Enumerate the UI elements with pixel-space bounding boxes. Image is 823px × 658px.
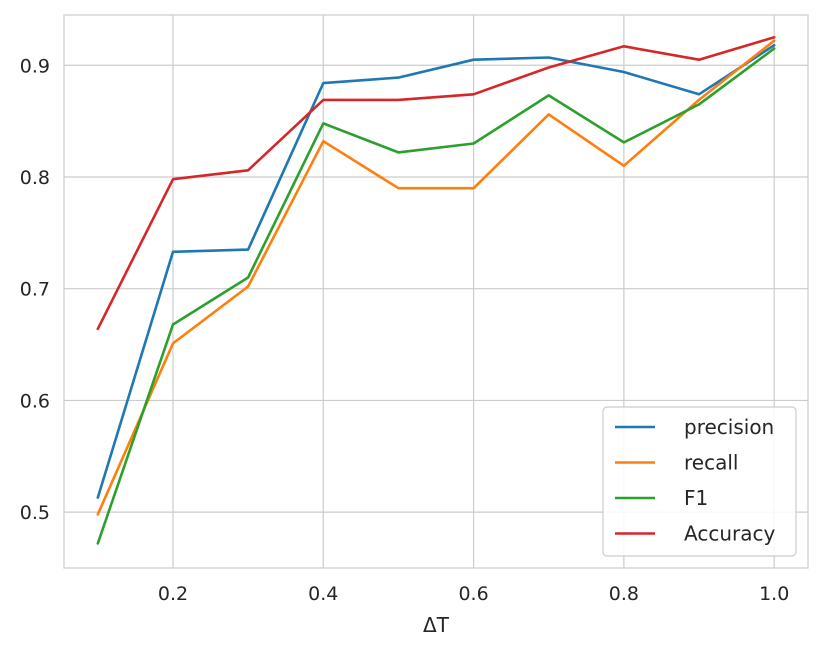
x-tick-label: 0.8	[609, 583, 639, 605]
legend-label: F1	[684, 486, 708, 510]
legend: precision recall F1 Accuracy	[602, 406, 797, 557]
series-lines	[96, 35, 776, 545]
legend-label: recall	[684, 451, 738, 475]
y-tick-label: 0.7	[20, 279, 50, 301]
legend-box	[602, 406, 797, 557]
series-line-f1	[96, 47, 776, 545]
series-line-recall	[96, 39, 776, 516]
legend-label: Accuracy	[684, 522, 775, 546]
x-tick-label: 1.0	[759, 583, 789, 605]
x-tick-label: 0.6	[458, 583, 488, 605]
y-tick-label: 0.9	[20, 55, 50, 77]
x-tick-label: 0.4	[308, 583, 338, 605]
series-line-accuracy	[96, 35, 776, 331]
y-tick-labels: 0.5 0.6 0.7 0.8 0.9	[20, 55, 50, 524]
plot-frame	[63, 14, 809, 569]
legend-label: precision	[684, 415, 774, 439]
x-axis-label: ΔT	[423, 613, 450, 637]
x-tick-labels: 0.2 0.4 0.6 0.8 1.0	[158, 583, 789, 605]
y-tick-label: 0.5	[20, 502, 50, 524]
y-tick-label: 0.6	[20, 390, 50, 412]
y-tick-label: 0.8	[20, 167, 50, 189]
x-tick-label: 0.2	[158, 583, 188, 605]
series-line-precision	[96, 43, 776, 499]
